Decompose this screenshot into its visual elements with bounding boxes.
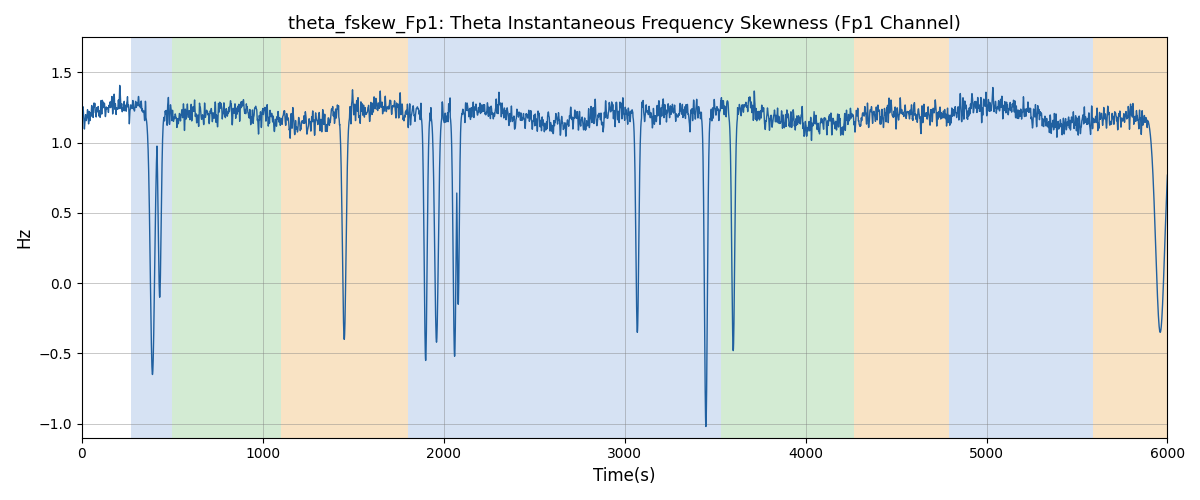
X-axis label: Time(s): Time(s)	[594, 467, 656, 485]
Bar	[720, 38, 748, 438]
Bar	[131, 38, 173, 438]
Bar	[695, 38, 720, 438]
Bar	[1093, 38, 1168, 438]
Bar	[438, 38, 695, 438]
Title: theta_fskew_Fp1: Theta Instantaneous Frequency Skewness (Fp1 Channel): theta_fskew_Fp1: Theta Instantaneous Fre…	[288, 15, 961, 34]
Bar	[748, 38, 854, 438]
Bar	[948, 38, 1093, 438]
Bar	[408, 38, 438, 438]
Bar	[854, 38, 948, 438]
Y-axis label: Hz: Hz	[14, 227, 32, 248]
Bar	[173, 38, 281, 438]
Bar	[281, 38, 408, 438]
